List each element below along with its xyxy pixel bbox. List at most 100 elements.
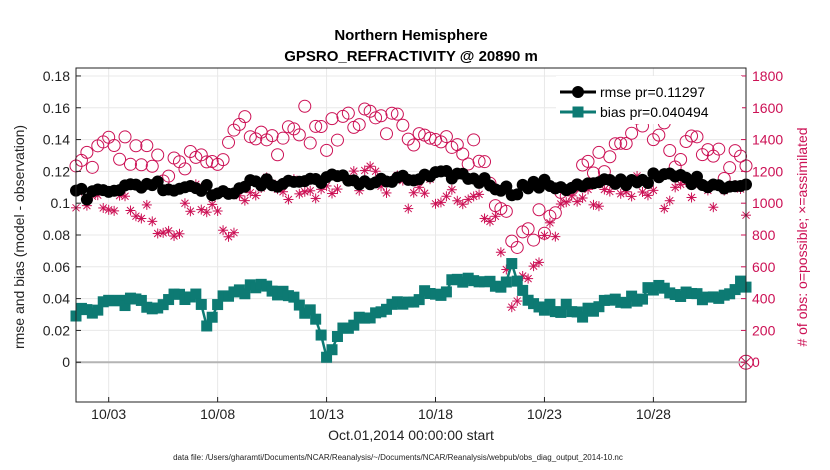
obs-assimilated-point bbox=[457, 199, 468, 210]
obs-assimilated-point bbox=[201, 207, 212, 218]
obs-assimilated-point bbox=[550, 231, 561, 242]
obs-possible-point bbox=[663, 143, 677, 157]
obs-assimilated-point bbox=[577, 193, 588, 204]
obs-possible-point bbox=[614, 136, 628, 150]
obs-assimilated-point bbox=[381, 187, 392, 198]
bias-point bbox=[593, 301, 605, 313]
obs-assimilated-point bbox=[365, 161, 376, 172]
asterisk-stroke bbox=[475, 190, 483, 199]
obs-possible-point bbox=[281, 120, 295, 134]
bias-point bbox=[326, 344, 338, 356]
asterisk-stroke bbox=[638, 188, 647, 196]
bias-point bbox=[560, 298, 572, 310]
obs-possible-point bbox=[712, 142, 726, 156]
obs-possible-point bbox=[238, 110, 252, 124]
obs-assimilated-point bbox=[479, 213, 490, 224]
bias-point bbox=[555, 306, 567, 318]
obs-possible-point bbox=[216, 153, 230, 167]
obs-assimilated-point bbox=[452, 195, 463, 206]
obs-assimilated-point bbox=[218, 225, 229, 236]
y-right-tick-label: 400 bbox=[752, 291, 776, 307]
rmse-point bbox=[500, 180, 513, 193]
obs-assimilated-point bbox=[179, 198, 190, 209]
asterisk-stroke bbox=[300, 187, 309, 196]
obs-possible-point bbox=[330, 133, 344, 147]
obs-possible-point bbox=[140, 139, 154, 153]
obs-possible-point bbox=[385, 106, 399, 120]
obs-assimilated-point bbox=[495, 247, 506, 258]
obs-possible-point bbox=[162, 169, 176, 183]
obs-possible-point bbox=[434, 135, 448, 149]
obs-possible-point bbox=[701, 143, 715, 157]
y-left-tick-label: 0.18 bbox=[43, 68, 70, 84]
obs-possible-point bbox=[581, 154, 595, 168]
x-tick-label: 10/28 bbox=[636, 406, 671, 422]
y-axis-left-label: rmse and bias (model - observation) bbox=[11, 125, 27, 349]
obs-possible-point bbox=[734, 149, 748, 163]
asterisk-stroke bbox=[137, 214, 146, 223]
asterisk-stroke bbox=[121, 192, 129, 201]
asterisk-stroke bbox=[132, 212, 140, 221]
asterisk-stroke bbox=[529, 262, 538, 270]
obs-possible-point bbox=[390, 107, 404, 121]
obs-assimilated-point bbox=[446, 184, 457, 195]
bias-point bbox=[190, 288, 202, 300]
asterisk-stroke bbox=[420, 189, 429, 198]
asterisk-stroke bbox=[230, 228, 238, 237]
obs-possible-point bbox=[592, 145, 606, 159]
obs-possible-point bbox=[685, 129, 699, 143]
y-right-tick-label: 600 bbox=[752, 259, 776, 275]
obs-assimilated-point bbox=[228, 227, 239, 238]
asterisk-stroke bbox=[649, 186, 658, 195]
obs-possible-point bbox=[292, 128, 306, 142]
y-left-tick-label: 0.12 bbox=[43, 163, 70, 179]
asterisk-stroke bbox=[186, 207, 195, 216]
obs-possible-point bbox=[690, 130, 704, 144]
obs-possible-point bbox=[145, 159, 159, 173]
bias-point bbox=[577, 311, 589, 323]
obs-assimilated-point bbox=[239, 195, 250, 206]
obs-assimilated-point bbox=[670, 182, 681, 193]
obs-assimilated-point bbox=[403, 203, 414, 214]
asterisk-stroke bbox=[213, 207, 222, 215]
asterisk-stroke bbox=[142, 201, 151, 209]
obs-possible-point bbox=[396, 118, 410, 132]
asterisk-stroke bbox=[349, 167, 358, 175]
chart-title: Northern Hemisphere bbox=[334, 27, 487, 44]
obs-assimilated-point bbox=[528, 261, 539, 272]
obs-assimilated-point bbox=[310, 193, 321, 204]
obs-possible-point bbox=[80, 145, 94, 159]
y-left-tick-label: 0.02 bbox=[43, 322, 70, 338]
obs-possible-point bbox=[151, 148, 165, 162]
obs-assimilated-point bbox=[147, 216, 158, 227]
obs-assimilated-point bbox=[136, 213, 147, 224]
obs-assimilated-point bbox=[463, 194, 474, 205]
bias-point bbox=[331, 330, 343, 342]
asterisk-stroke bbox=[251, 191, 260, 200]
obs-assimilated-point bbox=[539, 230, 550, 241]
obs-possible-point bbox=[200, 155, 214, 169]
asterisk-stroke bbox=[153, 229, 162, 238]
asterisk-stroke bbox=[366, 162, 374, 171]
obs-possible-point bbox=[314, 120, 328, 134]
obs-assimilated-point bbox=[332, 184, 343, 195]
chart-subtitle: GPSRO_REFRACTIVITY @ 20890 m bbox=[284, 48, 538, 65]
y-right-tick-label: 1600 bbox=[752, 100, 783, 116]
obs-possible-point bbox=[222, 135, 236, 149]
obs-possible-point bbox=[358, 102, 372, 116]
obs-assimilated-point bbox=[327, 188, 338, 199]
obs-assimilated-point bbox=[544, 217, 555, 228]
y-right-tick-label: 1000 bbox=[752, 195, 783, 211]
x-tick-label: 10/13 bbox=[309, 406, 344, 422]
bias-point bbox=[195, 298, 207, 310]
bias-point bbox=[440, 286, 452, 298]
asterisk-stroke bbox=[415, 183, 424, 192]
obs-possible-point bbox=[374, 109, 388, 123]
y-left-tick-label: 0.16 bbox=[43, 100, 70, 116]
asterisk-stroke bbox=[687, 193, 696, 202]
rmse-point bbox=[151, 175, 164, 188]
obs-possible-point bbox=[467, 133, 481, 147]
obs-possible-point bbox=[499, 204, 513, 218]
asterisk-stroke bbox=[164, 227, 173, 235]
